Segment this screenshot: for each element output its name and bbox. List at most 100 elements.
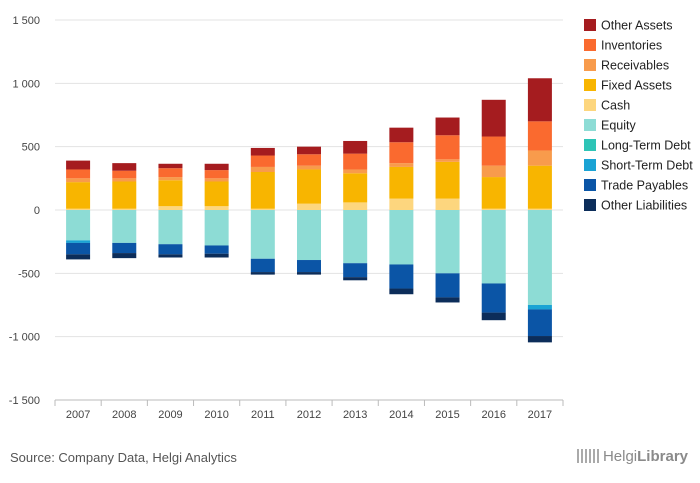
bar-segment-equity[interactable]	[435, 210, 460, 274]
legend-item-long-term-debt[interactable]: Long-Term Debt	[601, 139, 691, 153]
bar-segment-cash[interactable]	[112, 208, 137, 210]
bar-segment-other-assets[interactable]	[204, 163, 229, 171]
legend-item-other-liabilities[interactable]: Other Liabilities	[601, 199, 687, 213]
bar-segment-receivables[interactable]	[250, 166, 275, 172]
bar-segment-trade-payables[interactable]	[297, 260, 321, 273]
bar-segment-fixed-assets[interactable]	[389, 166, 414, 199]
bar-segment-receivables[interactable]	[297, 165, 321, 170]
bar-segment-cash[interactable]	[297, 203, 321, 210]
legend-item-fixed-assets[interactable]: Fixed Assets	[601, 79, 672, 93]
legend-item-other-assets[interactable]: Other Assets	[601, 19, 673, 33]
bar-segment-other-assets[interactable]	[343, 140, 368, 154]
bar-segment-trade-payables[interactable]	[527, 309, 552, 337]
legend-item-receivables[interactable]: Receivables	[601, 59, 669, 73]
bar-segment-inventories[interactable]	[343, 153, 368, 170]
bar-segment-inventories[interactable]	[250, 155, 275, 167]
bar-segment-receivables[interactable]	[343, 169, 368, 174]
bar-segment-fixed-assets[interactable]	[527, 165, 552, 209]
bar-segment-equity[interactable]	[158, 210, 183, 245]
bar-segment-fixed-assets[interactable]	[481, 177, 506, 209]
bar-segment-receivables[interactable]	[481, 165, 506, 178]
legend-item-trade-payables[interactable]: Trade Payables	[601, 179, 688, 193]
bar-segment-fixed-assets[interactable]	[435, 161, 460, 199]
bar-segment-equity[interactable]	[527, 210, 552, 305]
bar-segment-fixed-assets[interactable]	[204, 181, 229, 207]
legend-item-cash[interactable]: Cash	[601, 99, 630, 113]
helgi-library-logo[interactable]: HelgiLibrary	[576, 448, 688, 465]
bar-segment-inventories[interactable]	[435, 135, 460, 160]
legend-item-inventories[interactable]: Inventories	[601, 39, 662, 53]
bar-segment-other-liabilities[interactable]	[389, 288, 414, 295]
legend-item-equity[interactable]: Equity	[601, 119, 636, 133]
bar-segment-inventories[interactable]	[112, 170, 137, 179]
bar-segment-other-liabilities[interactable]	[112, 253, 137, 259]
bar-segment-other-liabilities[interactable]	[435, 297, 460, 303]
bar-segment-equity[interactable]	[204, 210, 229, 246]
bar-segment-equity[interactable]	[297, 210, 321, 261]
bar-segment-fixed-assets[interactable]	[66, 182, 91, 209]
bar-segment-fixed-assets[interactable]	[343, 173, 368, 203]
bar-segment-other-liabilities[interactable]	[343, 277, 368, 281]
bar-segment-trade-payables[interactable]	[481, 283, 506, 313]
bar-segment-cash[interactable]	[66, 208, 91, 210]
bar-segment-other-liabilities[interactable]	[481, 312, 506, 321]
bar-segment-trade-payables[interactable]	[158, 244, 183, 255]
bar-segment-cash[interactable]	[435, 198, 460, 210]
bar-segment-inventories[interactable]	[158, 168, 183, 178]
bar-segment-inventories[interactable]	[527, 121, 552, 151]
bar-segment-other-assets[interactable]	[112, 163, 137, 171]
bar-segment-cash[interactable]	[389, 198, 414, 210]
bar-segment-fixed-assets[interactable]	[297, 169, 321, 204]
bar-segment-other-liabilities[interactable]	[527, 336, 552, 343]
bar-segment-trade-payables[interactable]	[435, 273, 460, 298]
bar-segment-equity[interactable]	[389, 210, 414, 265]
bar-segment-inventories[interactable]	[389, 142, 414, 164]
bar-segment-receivables[interactable]	[66, 178, 91, 183]
bar-segment-trade-payables[interactable]	[250, 258, 275, 273]
bar-segment-cash[interactable]	[250, 208, 275, 210]
bar-segment-other-liabilities[interactable]	[250, 272, 275, 275]
bar-segment-other-liabilities[interactable]	[158, 254, 183, 258]
bar-segment-equity[interactable]	[112, 210, 137, 243]
bar-segment-fixed-assets[interactable]	[112, 181, 137, 209]
bar-segment-trade-payables[interactable]	[204, 245, 229, 254]
bar-segment-equity[interactable]	[481, 210, 506, 284]
bar-segment-other-assets[interactable]	[435, 117, 460, 136]
bar-segment-inventories[interactable]	[297, 154, 321, 166]
bar-segment-other-assets[interactable]	[158, 163, 183, 169]
bar-segment-equity[interactable]	[343, 210, 368, 264]
bar-segment-receivables[interactable]	[204, 178, 229, 182]
bar-segment-fixed-assets[interactable]	[158, 180, 183, 207]
bar-segment-receivables[interactable]	[112, 178, 137, 182]
bar-segment-trade-payables[interactable]	[389, 264, 414, 289]
bar-segment-cash[interactable]	[527, 208, 552, 210]
bar-segment-other-assets[interactable]	[389, 127, 414, 143]
bar-segment-receivables[interactable]	[527, 150, 552, 166]
bar-segment-receivables[interactable]	[435, 159, 460, 162]
bar-segment-equity[interactable]	[250, 210, 275, 259]
bar-segment-other-liabilities[interactable]	[66, 254, 91, 260]
bar-segment-fixed-assets[interactable]	[250, 172, 275, 209]
bar-segment-short-term-debt[interactable]	[527, 305, 552, 310]
bar-segment-other-liabilities[interactable]	[297, 272, 321, 275]
legend-item-short-term-debt[interactable]: Short-Term Debt	[601, 159, 693, 173]
bar-segment-cash[interactable]	[343, 202, 368, 210]
bar-segment-receivables[interactable]	[158, 177, 183, 181]
bar-segment-other-assets[interactable]	[66, 160, 91, 170]
bar-segment-other-assets[interactable]	[527, 78, 552, 122]
bar-segment-cash[interactable]	[204, 206, 229, 210]
bar-segment-inventories[interactable]	[66, 169, 91, 179]
bar-segment-cash[interactable]	[158, 206, 183, 210]
bar-segment-trade-payables[interactable]	[343, 263, 368, 278]
bar-segment-receivables[interactable]	[389, 163, 414, 167]
bar-segment-cash[interactable]	[481, 208, 506, 210]
bar-segment-trade-payables[interactable]	[66, 242, 91, 255]
bar-segment-other-assets[interactable]	[481, 99, 506, 137]
bar-segment-equity[interactable]	[66, 210, 91, 241]
bar-segment-inventories[interactable]	[204, 170, 229, 179]
bar-segment-other-liabilities[interactable]	[204, 253, 229, 258]
bar-segment-inventories[interactable]	[481, 136, 506, 166]
bar-segment-other-assets[interactable]	[297, 146, 321, 155]
bar-segment-trade-payables[interactable]	[112, 242, 137, 254]
bar-segment-short-term-debt[interactable]	[66, 240, 91, 243]
